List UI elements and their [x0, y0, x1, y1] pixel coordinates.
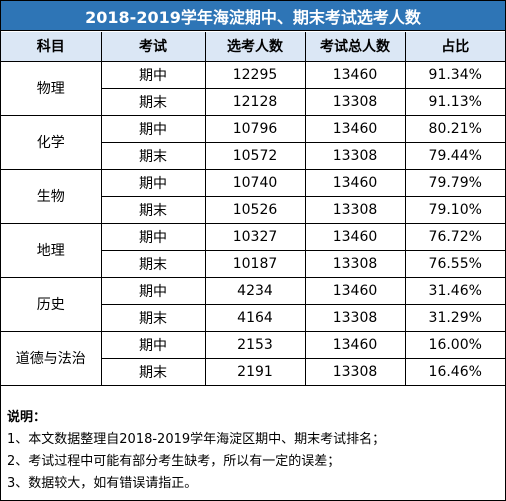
- ratio-cell: 31.46%: [404, 276, 505, 305]
- exam-cell: 期末: [101, 303, 206, 332]
- table-row: 期末 2191 13308 16.46%: [1, 357, 505, 386]
- exam-cell: 期中: [100, 60, 206, 89]
- selected-count-cell: 4164: [204, 303, 306, 332]
- ratio-cell: 91.34%: [404, 60, 505, 89]
- subject-cell: 历史: [1, 276, 102, 332]
- data-table: 科目 考试 选考人数 考试总人数 占比 物理 期中 12295 13460 91.34%…: [1, 32, 505, 386]
- selected-count-cell: 10187: [204, 249, 306, 278]
- total-count-cell: 13460: [304, 222, 406, 251]
- header-subject: 科目: [1, 32, 102, 62]
- subject-cell: 物理: [1, 60, 102, 116]
- total-count-cell: 13460: [304, 276, 406, 305]
- ratio-cell: 79.44%: [404, 141, 505, 170]
- exam-cell: 期末: [101, 141, 206, 170]
- exam-cell: 期末: [101, 249, 206, 278]
- exam-cell: 期中: [100, 330, 206, 359]
- subject-cell: 道德与法治: [1, 330, 102, 386]
- table-body: 物理 期中 12295 13460 91.34% 期末 12128 13308 91.13% 化学…: [1, 60, 505, 386]
- table-title: 2018-2019学年海淀期中、期末考试选考人数: [1, 1, 505, 31]
- table-row: 期末 10187 13308 76.55%: [1, 249, 505, 278]
- ratio-cell: 76.55%: [404, 249, 505, 278]
- note-line: 3、数据较大，如有错误请指正。: [7, 476, 198, 491]
- notes-label: 说明：: [7, 410, 47, 425]
- total-count-cell: 13308: [304, 357, 406, 386]
- header-total-count: 考试总人数: [304, 32, 406, 62]
- exam-cell: 期末: [101, 195, 206, 224]
- header-row: 科目 考试 选考人数 考试总人数 占比: [1, 32, 505, 62]
- ratio-cell: 80.21%: [404, 114, 505, 143]
- selected-count-cell: 2191: [204, 357, 306, 386]
- selected-count-cell: 10327: [204, 222, 306, 251]
- note-line: 1、本文数据整理自2018-2019学年海淀区期中、期末考试排名；: [7, 432, 386, 447]
- selected-count-cell: 10572: [204, 141, 306, 170]
- table-row: 化学 期中 10796 13460 80.21%: [1, 114, 505, 170]
- table-row: 道德与法治 期中 2153 13460 16.00%: [1, 330, 505, 386]
- exam-cell: 期中: [100, 114, 206, 143]
- total-count-cell: 13460: [304, 168, 406, 197]
- selected-count-cell: 12295: [204, 60, 306, 89]
- table-row: 物理 期中 12295 13460 91.34%: [1, 60, 505, 116]
- header-exam: 考试: [100, 32, 206, 62]
- total-count-cell: 13460: [304, 114, 406, 143]
- exam-cell: 期中: [100, 168, 206, 197]
- ratio-cell: 31.29%: [404, 303, 505, 332]
- ratio-cell: 79.79%: [404, 168, 505, 197]
- subject-cell: 地理: [1, 222, 102, 278]
- ratio-cell: 91.13%: [404, 87, 505, 116]
- total-count-cell: 13308: [304, 249, 406, 278]
- selected-count-cell: 10796: [204, 114, 306, 143]
- exam-cell: 期末: [101, 87, 206, 116]
- header-ratio: 占比: [404, 32, 505, 62]
- subject-cell: 生物: [1, 168, 102, 224]
- table-row: 期末 4164 13308 31.29%: [1, 303, 505, 332]
- table-row: 生物 期中 10740 13460 79.79%: [1, 168, 505, 224]
- header-selected-count: 选考人数: [204, 32, 306, 62]
- total-count-cell: 13308: [304, 195, 406, 224]
- selected-count-cell: 4234: [204, 276, 306, 305]
- exam-cell: 期中: [100, 276, 206, 305]
- ratio-cell: 16.46%: [404, 357, 505, 386]
- table-row: 期末 10572 13308 79.44%: [1, 141, 505, 170]
- total-count-cell: 13308: [304, 87, 406, 116]
- notes-section: 说明： 1、本文数据整理自2018-2019学年海淀区期中、期末考试排名； 2、…: [7, 407, 501, 495]
- selected-count-cell: 12128: [204, 87, 306, 116]
- table-row: 地理 期中 10327 13460 76.72%: [1, 222, 505, 278]
- total-count-cell: 13308: [304, 141, 406, 170]
- selected-count-cell: 10526: [204, 195, 306, 224]
- ratio-cell: 16.00%: [404, 330, 505, 359]
- table-row: 期末 10526 13308 79.10%: [1, 195, 505, 224]
- subject-cell: 化学: [1, 114, 102, 170]
- ratio-cell: 79.10%: [404, 195, 505, 224]
- total-count-cell: 13308: [304, 303, 406, 332]
- table-row: 历史 期中 4234 13460 31.46%: [1, 276, 505, 332]
- note-line: 2、考试过程中可能有部分考生缺考，所以有一定的误差；: [7, 454, 341, 469]
- selected-count-cell: 2153: [204, 330, 306, 359]
- ratio-cell: 76.72%: [404, 222, 505, 251]
- selected-count-cell: 10740: [204, 168, 306, 197]
- exam-cell: 期中: [100, 222, 206, 251]
- exam-cell: 期末: [101, 357, 206, 386]
- total-count-cell: 13460: [304, 330, 406, 359]
- total-count-cell: 13460: [304, 60, 406, 89]
